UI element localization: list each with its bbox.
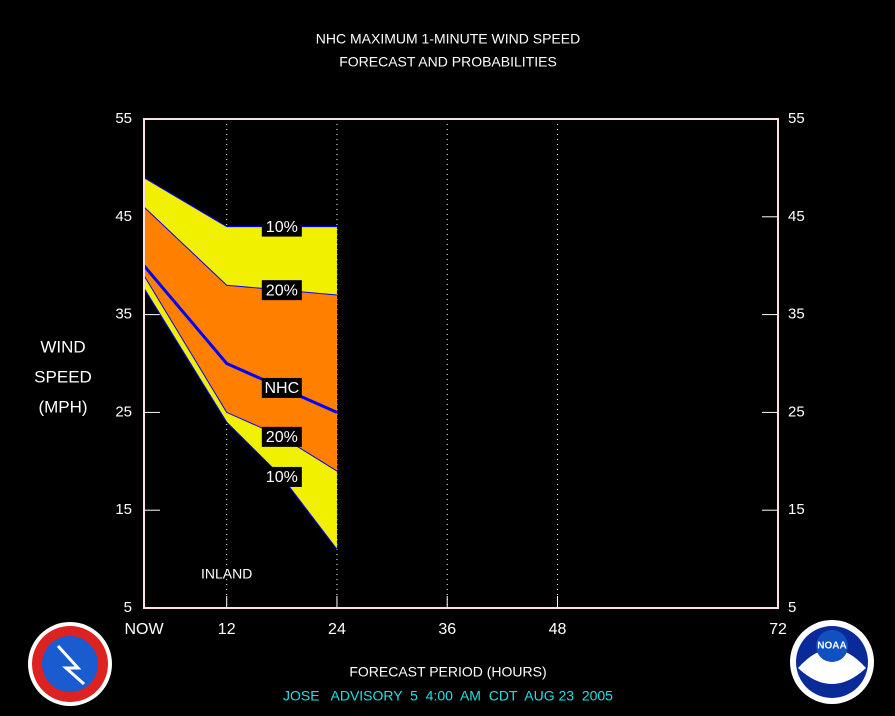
probability-band (144, 207, 337, 472)
x-tick-label: 36 (438, 621, 456, 638)
annotation: INLAND (201, 566, 252, 582)
y-axis-label: SPEED (34, 367, 92, 386)
series-label: NHC (264, 380, 299, 397)
x-tick-label: 72 (769, 621, 787, 638)
chart-title: NHC MAXIMUM 1-MINUTE WIND SPEED (316, 31, 580, 47)
x-tick-label: NOW (124, 621, 164, 638)
label-box (261, 216, 302, 237)
series-label: 10% (266, 219, 298, 236)
y-tick-label: 15 (115, 501, 132, 518)
band-edge (143, 177, 337, 228)
label-box (261, 280, 302, 301)
y-tick-label: 5 (124, 599, 132, 616)
x-tick-label: 48 (549, 621, 567, 638)
y2-tick-label: 5 (788, 599, 796, 616)
series-label: 20% (266, 429, 298, 446)
band-edge (143, 275, 338, 472)
x-tick-label: 24 (328, 621, 346, 638)
y-tick-label: 35 (115, 306, 132, 323)
band-edge (143, 206, 338, 296)
x-axis-label: FORECAST PERIOD (HOURS) (349, 664, 546, 680)
y2-tick-label: 45 (788, 208, 805, 225)
y-axis-label: (MPH) (38, 397, 87, 416)
nws-logo (28, 622, 112, 706)
series-label: 10% (266, 469, 298, 486)
noaa-text: NOAA (817, 641, 846, 652)
y2-tick-label: 15 (788, 501, 805, 518)
band-edge (143, 287, 338, 550)
label-box (261, 466, 302, 487)
y-tick-label: 25 (115, 403, 132, 420)
forecast-line (142, 264, 338, 414)
y-axis-label: WIND (40, 337, 85, 356)
y-tick-label: 45 (115, 208, 132, 225)
label-box (261, 377, 302, 398)
footer: JOSE ADVISORY 5 4:00 AM CDT AUG 23 2005 (283, 688, 613, 704)
y2-tick-label: 35 (788, 306, 805, 323)
noaa-logo: NOAA (790, 620, 874, 704)
x-tick-label: 12 (218, 621, 236, 638)
chart-subtitle: FORECAST AND PROBABILITIES (339, 54, 557, 70)
y2-tick-label: 55 (788, 110, 805, 127)
plot-frame (143, 118, 779, 609)
y2-tick-label: 25 (788, 403, 805, 420)
label-box (261, 426, 302, 447)
y-tick-label: 55 (115, 110, 132, 127)
series-label: 20% (266, 282, 298, 299)
